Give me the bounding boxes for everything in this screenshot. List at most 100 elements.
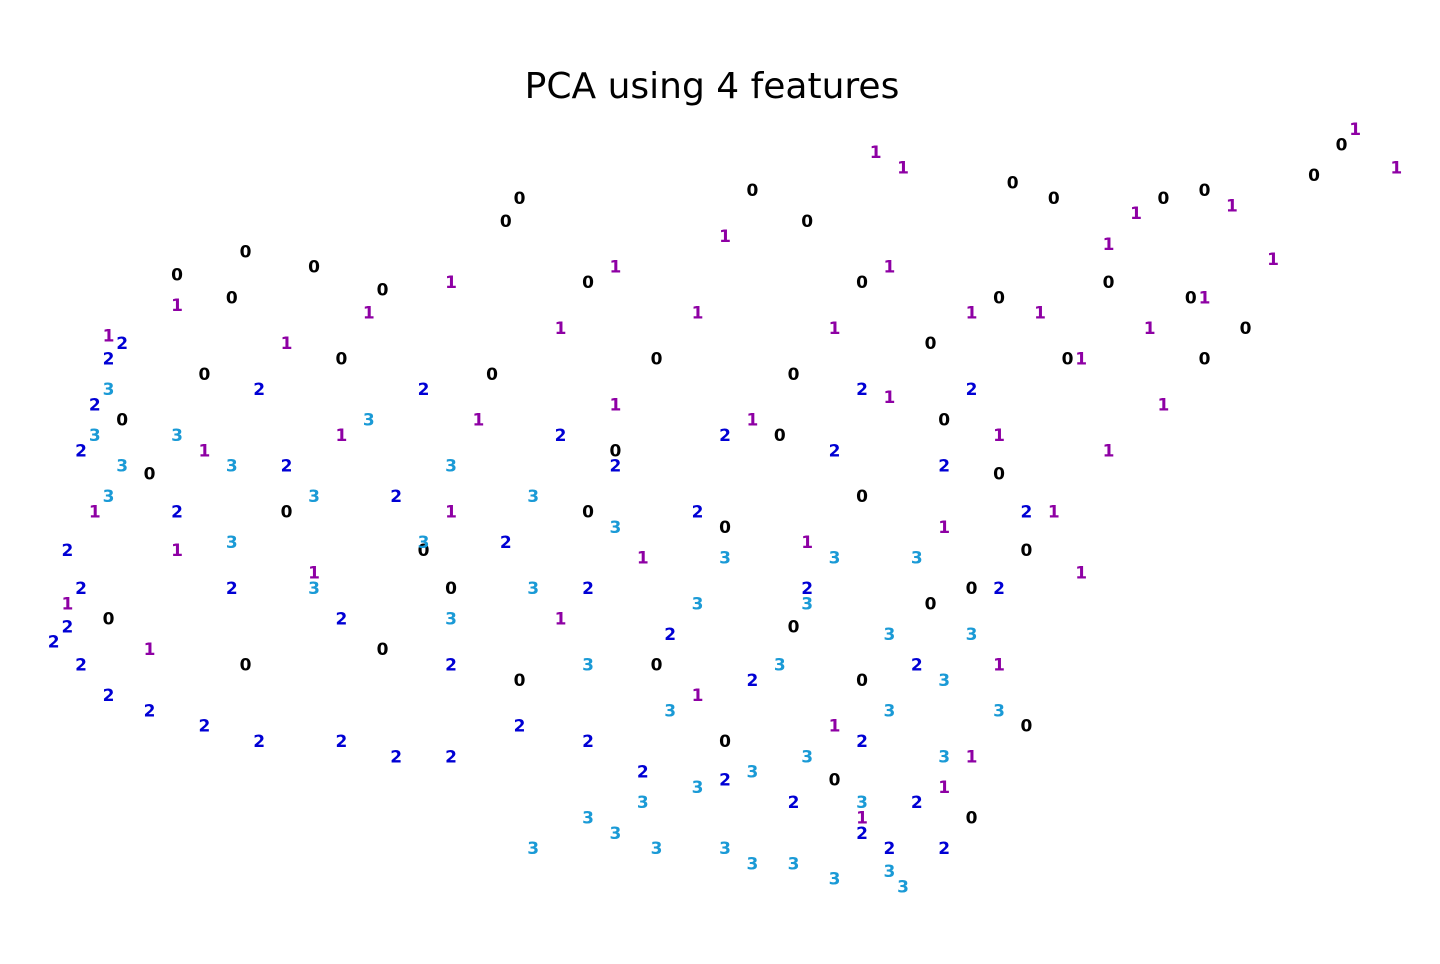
point-label: 3 (664, 701, 676, 721)
point-label: 1 (308, 564, 320, 584)
point-label: 1 (1226, 197, 1238, 217)
point-label: 0 (774, 426, 786, 446)
point-label: 2 (514, 717, 526, 737)
point-label: 1 (61, 594, 73, 614)
point-label: 2 (335, 732, 347, 752)
point-label: 0 (144, 464, 156, 484)
point-label: 2 (48, 633, 60, 653)
point-label: 0 (719, 732, 731, 752)
point-label: 2 (856, 732, 868, 752)
point-label: 3 (801, 747, 813, 767)
point-label: 0 (308, 258, 320, 278)
point-label: 2 (390, 747, 402, 767)
point-label: 3 (609, 824, 621, 844)
point-label: 3 (527, 839, 539, 859)
point-label: 3 (226, 457, 238, 477)
point-label: 0 (993, 464, 1005, 484)
point-label: 2 (61, 541, 73, 561)
point-label: 0 (1336, 135, 1348, 155)
point-label: 0 (116, 411, 128, 431)
point-label: 0 (651, 350, 663, 370)
point-label: 1 (1103, 441, 1115, 461)
point-label: 1 (883, 258, 895, 278)
point-label: 2 (253, 732, 265, 752)
point-label: 1 (1267, 250, 1279, 270)
point-label: 0 (377, 640, 389, 660)
point-label: 3 (418, 533, 430, 553)
point-label: 3 (103, 487, 115, 507)
point-label: 1 (829, 319, 841, 339)
point-label: 3 (856, 793, 868, 813)
point-label: 2 (103, 350, 115, 370)
point-label: 1 (335, 426, 347, 446)
point-label: 2 (966, 380, 978, 400)
point-label: 1 (993, 426, 1005, 446)
point-label: 2 (61, 617, 73, 637)
point-label: 1 (171, 541, 183, 561)
point-label: 0 (651, 656, 663, 676)
point-label: 0 (1199, 181, 1211, 201)
point-label: 0 (801, 212, 813, 232)
point-label: 3 (993, 701, 1005, 721)
point-label: 3 (897, 877, 909, 897)
point-label: 1 (445, 503, 457, 523)
point-label: 1 (1034, 304, 1046, 324)
point-label: 0 (486, 365, 498, 385)
point-label: 0 (993, 288, 1005, 308)
point-label: 3 (911, 548, 923, 568)
point-label: 3 (774, 656, 786, 676)
point-label: 2 (609, 457, 621, 477)
point-label: 2 (856, 380, 868, 400)
point-label: 1 (171, 296, 183, 316)
point-label: 3 (692, 594, 704, 614)
point-label: 3 (89, 426, 101, 446)
point-label: 2 (75, 656, 87, 676)
point-label: 3 (527, 579, 539, 599)
point-label: 0 (377, 281, 389, 301)
point-label: 1 (1103, 235, 1115, 255)
point-label: 0 (1007, 174, 1019, 194)
point-label: 1 (1157, 395, 1169, 415)
point-label: 3 (829, 548, 841, 568)
point-label: 1 (1075, 564, 1087, 584)
point-label: 3 (883, 625, 895, 645)
point-label: 2 (500, 533, 512, 553)
point-label: 2 (582, 732, 594, 752)
point-label: 0 (226, 288, 238, 308)
point-label: 0 (240, 242, 252, 262)
point-label: 3 (938, 747, 950, 767)
point-label: 3 (719, 548, 731, 568)
point-label: 1 (281, 334, 293, 354)
point-label: 3 (637, 793, 649, 813)
point-label: 2 (89, 395, 101, 415)
point-label: 2 (637, 763, 649, 783)
point-label: 2 (788, 793, 800, 813)
point-label: 0 (240, 656, 252, 676)
point-label: 1 (966, 304, 978, 324)
point-label: 0 (856, 487, 868, 507)
point-label: 1 (966, 747, 978, 767)
point-label: 3 (788, 854, 800, 874)
point-label: 1 (719, 227, 731, 247)
point-label: 2 (445, 656, 457, 676)
point-label: 3 (171, 426, 183, 446)
point-label: 1 (89, 503, 101, 523)
point-label: 2 (664, 625, 676, 645)
point-label: 3 (692, 778, 704, 798)
point-label: 1 (870, 143, 882, 163)
point-label: 2 (801, 579, 813, 599)
point-label: 3 (746, 854, 758, 874)
point-label: 2 (911, 656, 923, 676)
point-label: 3 (308, 579, 320, 599)
point-label: 0 (1240, 319, 1252, 339)
point-label: 2 (75, 579, 87, 599)
point-label: 3 (582, 809, 594, 829)
point-label: 1 (746, 411, 758, 431)
point-label: 2 (719, 426, 731, 446)
point-label: 2 (253, 380, 265, 400)
point-label: 1 (103, 327, 115, 347)
point-label: 2 (692, 503, 704, 523)
point-label: 1 (609, 258, 621, 278)
point-label: 1 (692, 304, 704, 324)
point-label: 0 (966, 579, 978, 599)
